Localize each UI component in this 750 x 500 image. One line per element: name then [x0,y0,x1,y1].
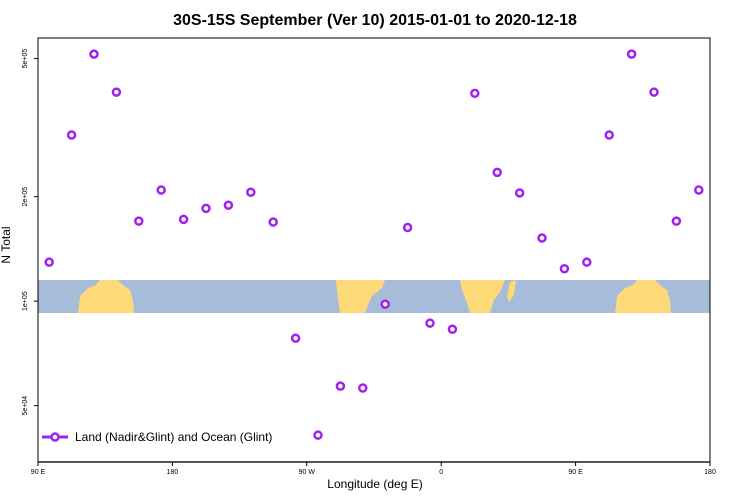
land-ocean-map-band [38,280,710,313]
data-point [447,324,458,334]
data-point [582,257,592,267]
data-point [537,233,547,243]
data-point [626,49,637,59]
data-points [44,49,704,440]
legend-marker-icon [50,432,60,442]
data-point [156,185,166,195]
y-tick-label: 1e+05 [22,291,29,311]
data-point [514,188,525,198]
x-tick-label: 90 E [31,469,46,476]
data-point [649,87,659,97]
data-point [559,263,570,274]
data-point [694,185,704,195]
data-point [268,217,278,227]
land-australia-2 [615,280,671,313]
chart-title: 30S-15S September (Ver 10) 2015-01-01 to… [173,12,577,29]
data-point [380,299,390,309]
data-point [604,130,614,140]
x-tick-label: 90 E [568,469,583,476]
land-madagascar [507,280,516,302]
data-point [290,333,301,343]
plot-frame [37,37,711,463]
data-point [201,203,211,214]
land-africa [460,280,505,313]
land-south-america [336,280,385,313]
land-australia [78,280,134,313]
legend-label: Land (Nadir&Glint) and Ocean (Glint) [75,430,272,444]
data-point [178,214,189,225]
x-tick-label: 90 W [299,469,316,476]
data-point [470,88,480,99]
data-point [66,130,77,140]
x-axis: 90 E 180 90 W 0 90 E 180 [31,461,716,476]
data-point [335,381,346,391]
data-point [89,49,99,59]
x-tick-label: 180 [704,469,716,476]
x-tick-label: 180 [167,469,179,476]
y-tick-label: 2e+05 [22,187,29,207]
data-point [402,222,413,233]
data-point [425,318,435,328]
data-point [313,430,323,440]
data-point [671,216,682,226]
x-axis-label: Longitude (deg E) [327,477,422,491]
data-point [134,216,144,226]
legend: Land (Nadir&Glint) and Ocean (Glint) [42,430,272,444]
data-point [111,87,122,97]
data-point [246,187,256,197]
y-tick-label: 5e+04 [22,396,29,416]
y-tick-label: 5e+05 [22,49,29,69]
data-point [44,257,54,267]
y-axis: 5e+04 1e+05 2e+05 5e+05 [22,49,38,416]
data-point [492,167,502,178]
x-tick-label: 0 [439,469,443,476]
y-axis-label: N Total [0,226,13,263]
data-point [223,200,234,210]
data-point [358,383,368,393]
